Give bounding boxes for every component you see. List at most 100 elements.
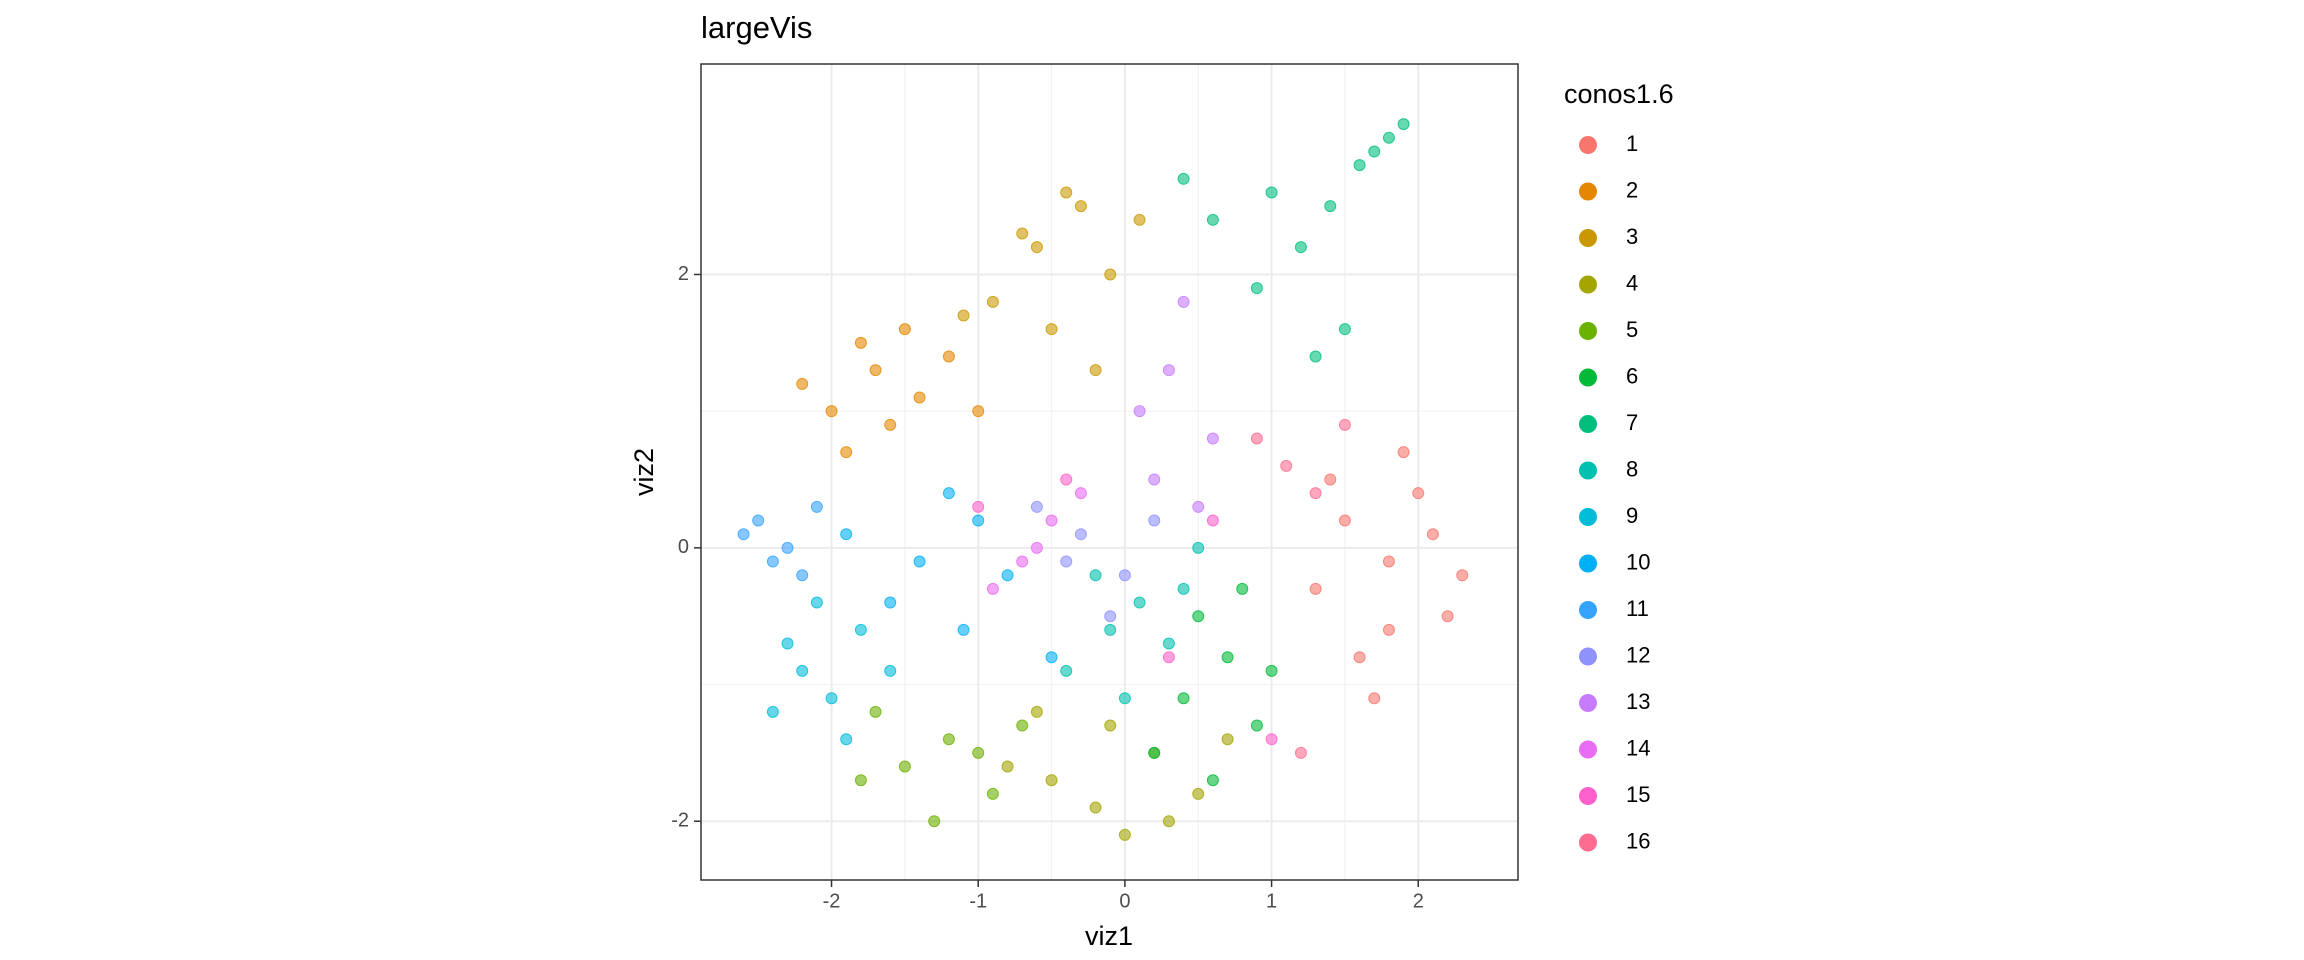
point bbox=[1338, 323, 1351, 336]
point bbox=[840, 528, 853, 541]
point bbox=[1338, 514, 1351, 527]
point bbox=[1192, 787, 1205, 800]
point bbox=[1104, 719, 1117, 732]
point bbox=[986, 787, 999, 800]
legend-label: 2 bbox=[1626, 177, 1638, 202]
point bbox=[1294, 241, 1307, 254]
point bbox=[1148, 514, 1161, 527]
legend-label: 10 bbox=[1626, 549, 1650, 574]
point bbox=[898, 323, 911, 336]
legend-label: 16 bbox=[1626, 828, 1650, 853]
point bbox=[913, 391, 926, 404]
point bbox=[942, 487, 955, 500]
point bbox=[1030, 705, 1043, 718]
point bbox=[1265, 664, 1278, 677]
point bbox=[869, 364, 882, 377]
point bbox=[1177, 172, 1190, 185]
x-tick-label: -2 bbox=[823, 890, 841, 912]
point bbox=[1045, 514, 1058, 527]
point bbox=[884, 664, 897, 677]
point bbox=[1382, 131, 1395, 144]
point bbox=[1426, 528, 1439, 541]
legend-key bbox=[1579, 136, 1597, 154]
point bbox=[1324, 473, 1337, 486]
point bbox=[1324, 200, 1337, 213]
point bbox=[1221, 651, 1234, 664]
legend-label: 9 bbox=[1626, 503, 1638, 528]
point bbox=[1030, 541, 1043, 554]
point bbox=[1397, 118, 1410, 131]
point bbox=[898, 760, 911, 773]
y-tick-label: -2 bbox=[671, 810, 689, 832]
point bbox=[1162, 637, 1175, 650]
x-tick-label: 0 bbox=[1119, 890, 1130, 912]
point bbox=[1030, 241, 1043, 254]
point bbox=[854, 623, 867, 636]
point bbox=[840, 733, 853, 746]
point bbox=[1309, 582, 1322, 595]
point bbox=[1280, 459, 1293, 472]
point bbox=[884, 418, 897, 431]
legend-key bbox=[1579, 601, 1597, 619]
point bbox=[1060, 186, 1073, 199]
legend-label: 11 bbox=[1626, 596, 1649, 621]
legend-label: 6 bbox=[1626, 363, 1638, 388]
point bbox=[1221, 733, 1234, 746]
point bbox=[1250, 432, 1263, 445]
point bbox=[1382, 623, 1395, 636]
legend-label: 1 bbox=[1626, 131, 1638, 156]
point bbox=[1148, 473, 1161, 486]
panel bbox=[701, 64, 1518, 880]
point bbox=[854, 774, 867, 787]
point bbox=[1030, 500, 1043, 513]
point bbox=[1104, 623, 1117, 636]
point bbox=[1016, 555, 1029, 568]
point bbox=[957, 309, 970, 322]
point bbox=[1368, 692, 1381, 705]
point bbox=[1441, 610, 1454, 623]
point bbox=[766, 705, 779, 718]
point bbox=[1074, 200, 1087, 213]
point bbox=[1162, 651, 1175, 664]
point bbox=[942, 733, 955, 746]
legend-key bbox=[1579, 554, 1597, 573]
x-axis-label: viz1 bbox=[1085, 921, 1133, 951]
point bbox=[972, 514, 985, 527]
legend-label: 14 bbox=[1626, 735, 1650, 760]
point bbox=[1001, 760, 1014, 773]
point bbox=[1016, 227, 1029, 240]
legend-label: 15 bbox=[1626, 782, 1650, 807]
point bbox=[1192, 500, 1205, 513]
point bbox=[810, 596, 823, 609]
point bbox=[1089, 569, 1102, 582]
legend-key bbox=[1579, 461, 1597, 480]
legend-label: 5 bbox=[1626, 317, 1638, 342]
point bbox=[1016, 719, 1029, 732]
point bbox=[1045, 323, 1058, 336]
point bbox=[1177, 582, 1190, 595]
legend-title: conos1.6 bbox=[1564, 79, 1674, 109]
point bbox=[1118, 828, 1131, 841]
point bbox=[1162, 815, 1175, 828]
point bbox=[796, 377, 809, 390]
legend-label: 12 bbox=[1626, 642, 1650, 667]
chart-title: largeVis bbox=[701, 10, 812, 45]
point bbox=[1353, 159, 1366, 172]
legend-key bbox=[1579, 694, 1597, 712]
point bbox=[1382, 555, 1395, 568]
point bbox=[1250, 282, 1263, 295]
point bbox=[781, 637, 794, 650]
legend-label: 7 bbox=[1626, 410, 1638, 435]
y-axis-label: viz2 bbox=[629, 448, 659, 496]
x-tick-label: -1 bbox=[969, 890, 987, 912]
point bbox=[737, 528, 750, 541]
point bbox=[1206, 514, 1219, 527]
point bbox=[825, 405, 838, 418]
legend-key bbox=[1579, 647, 1597, 666]
legend-key bbox=[1579, 787, 1597, 805]
point bbox=[752, 514, 765, 527]
point bbox=[1074, 528, 1087, 541]
point bbox=[1206, 213, 1219, 226]
point bbox=[884, 596, 897, 609]
